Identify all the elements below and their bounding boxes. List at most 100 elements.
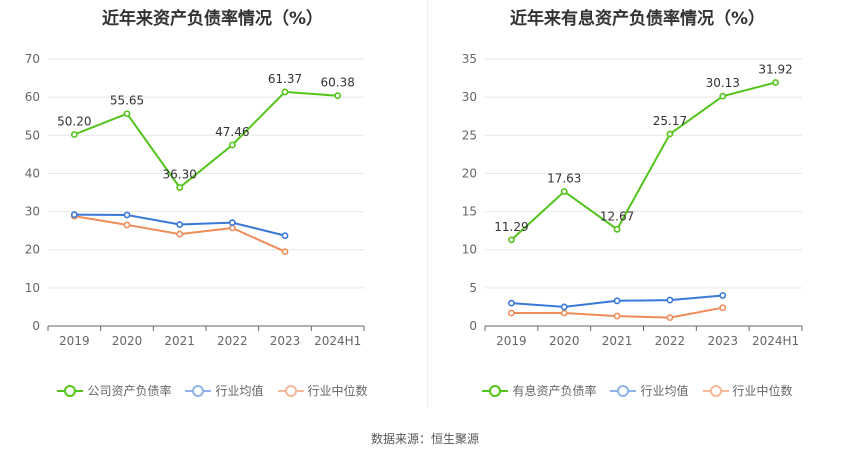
data-point[interactable] <box>281 248 289 256</box>
y-tick-label: 20 <box>462 166 477 180</box>
data-point[interactable] <box>281 88 289 96</box>
data-label: 31.92 <box>758 62 792 76</box>
x-tick-label: 2019 <box>59 334 90 348</box>
legend-item-interest-bearing-debt-ratio[interactable]: 有息资产负债率 <box>482 382 596 399</box>
data-point[interactable] <box>560 309 568 317</box>
data-label: 12.67 <box>600 209 634 223</box>
y-tick-label: 50 <box>25 128 40 142</box>
legend-label: 行业中位数 <box>307 384 368 398</box>
data-point[interactable] <box>508 309 515 317</box>
x-tick-label: 2023 <box>707 334 738 348</box>
legend-line-icon <box>277 384 304 398</box>
right-chart-panel: 近年来有息资产负债率情况（%） 0 5 10 15 20 25 30 35 2019 2020 20… <box>425 0 850 410</box>
y-tick-label: 70 <box>25 52 40 66</box>
data-point[interactable] <box>719 304 727 312</box>
legend-item-industry-average[interactable]: 行业均值 <box>185 382 264 399</box>
data-point[interactable] <box>560 303 568 311</box>
data-point[interactable] <box>613 225 621 233</box>
data-point[interactable] <box>666 296 674 304</box>
data-point[interactable] <box>334 92 342 100</box>
y-tick-label: 5 <box>469 281 477 295</box>
data-label: 17.63 <box>547 172 581 186</box>
y-tick-label: 0 <box>469 319 477 333</box>
y-tick-label: 10 <box>462 243 477 257</box>
legend-item-company-debt-ratio[interactable]: 公司资产负债率 <box>57 382 171 399</box>
series-line-有息资产负债率 <box>510 81 776 241</box>
y-tick-label: 15 <box>462 205 477 219</box>
legend-line-icon <box>57 384 84 398</box>
data-label: 25.17 <box>653 114 687 128</box>
data-point[interactable] <box>719 292 727 299</box>
x-tick-label: 2024H1 <box>314 334 361 348</box>
data-point[interactable] <box>508 299 515 307</box>
x-tick-label: 2021 <box>602 334 633 348</box>
x-tick-label: 2022 <box>655 334 686 348</box>
data-label: 60.38 <box>320 76 354 90</box>
data-point[interactable] <box>123 221 131 229</box>
legend-item-industry-median[interactable]: 行业中位数 <box>702 382 793 399</box>
left-chart-panel: 近年来资产负债率情况（%） 0 10 20 30 40 50 60 70 2019 2020 202… <box>0 0 425 410</box>
x-tick-label: 2019 <box>496 334 527 348</box>
data-point[interactable] <box>666 130 674 138</box>
y-tick-label: 30 <box>25 205 40 219</box>
legend-item-industry-median[interactable]: 行业中位数 <box>277 382 368 399</box>
data-label: 50.20 <box>57 115 91 129</box>
data-source: 数据来源：恒生聚源 <box>370 432 479 446</box>
x-tick-label: 2020 <box>549 334 580 348</box>
data-point[interactable] <box>228 141 236 149</box>
data-point[interactable] <box>666 314 674 322</box>
legend-label: 行业中位数 <box>732 384 793 398</box>
left-legend: 公司资产负债率 行业均值 行业中位数 <box>0 382 425 399</box>
data-point[interactable] <box>123 110 131 118</box>
legend-line-icon <box>185 384 212 398</box>
data-point[interactable] <box>560 188 568 195</box>
data-label: 47.46 <box>215 125 249 139</box>
data-point[interactable] <box>176 221 184 228</box>
data-label: 11.29 <box>494 220 528 234</box>
right-chart: 0 5 10 15 20 25 30 35 2019 2020 2021 2022 2023 2024H1… <box>462 52 803 348</box>
legend-line-icon <box>702 384 729 398</box>
data-point[interactable] <box>70 211 78 219</box>
data-label: 30.13 <box>706 76 740 90</box>
y-tick-label: 25 <box>462 128 477 142</box>
data-point[interactable] <box>719 92 727 100</box>
y-tick-label: 40 <box>25 166 40 180</box>
data-point[interactable] <box>176 230 184 238</box>
y-tick-label: 0 <box>32 319 40 333</box>
legend-line-icon <box>610 384 637 398</box>
data-point[interactable] <box>70 131 78 138</box>
x-tick-label: 2024H1 <box>752 334 799 348</box>
y-tick-label: 20 <box>25 243 40 257</box>
panel-divider <box>427 0 428 408</box>
legend-line-icon <box>482 384 509 398</box>
data-label: 61.37 <box>268 72 302 86</box>
y-tick-label: 60 <box>25 90 40 104</box>
data-point[interactable] <box>228 224 236 232</box>
data-point[interactable] <box>281 232 289 240</box>
x-tick-label: 2020 <box>112 334 143 348</box>
data-point[interactable] <box>228 219 236 227</box>
data-point[interactable] <box>176 184 184 191</box>
data-point[interactable] <box>123 211 131 219</box>
x-tick-label: 2022 <box>217 334 248 348</box>
left-chart-title: 近年来资产负债率情况（%） <box>101 9 324 29</box>
legend-label: 行业均值 <box>215 384 264 398</box>
data-point[interactable] <box>613 297 621 305</box>
legend-label: 公司资产负债率 <box>87 384 172 398</box>
y-tick-label: 35 <box>462 52 477 66</box>
legend-label: 有息资产负债率 <box>512 384 597 398</box>
data-point[interactable] <box>508 236 515 244</box>
data-label: 55.65 <box>110 94 144 108</box>
right-chart-title: 近年来有息资产负债率情况（%） <box>509 9 766 29</box>
legend-item-industry-average[interactable]: 行业均值 <box>610 382 689 399</box>
data-label: 36.30 <box>162 168 196 182</box>
y-tick-label: 30 <box>462 90 477 104</box>
y-tick-label: 10 <box>25 281 40 295</box>
data-point[interactable] <box>772 79 779 86</box>
x-tick-label: 2021 <box>164 334 195 348</box>
right-legend: 有息资产负债率 行业均值 行业中位数 <box>425 382 850 399</box>
x-tick-label: 2023 <box>270 334 301 348</box>
data-point[interactable] <box>613 312 621 320</box>
legend-label: 行业均值 <box>640 384 689 398</box>
series-line-公司资产负债率 <box>73 90 338 189</box>
